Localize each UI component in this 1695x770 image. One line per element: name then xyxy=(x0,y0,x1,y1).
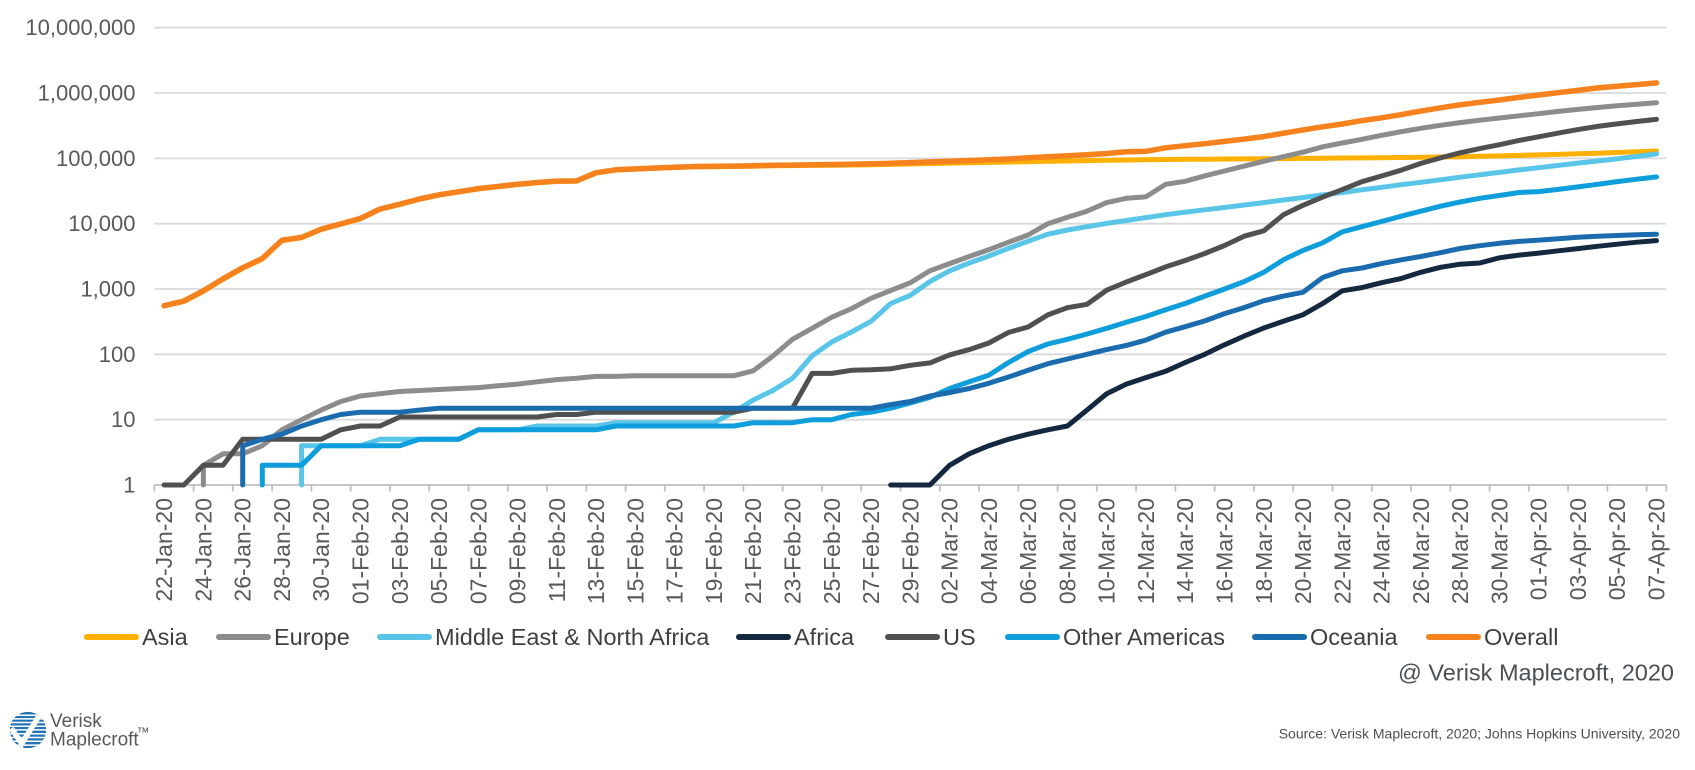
svg-text:18-Mar-20: 18-Mar-20 xyxy=(1251,498,1277,604)
svg-text:06-Mar-20: 06-Mar-20 xyxy=(1015,498,1041,604)
svg-text:05-Feb-20: 05-Feb-20 xyxy=(426,498,452,604)
svg-text:Oceania: Oceania xyxy=(1310,624,1398,650)
svg-text:™: ™ xyxy=(137,725,150,740)
svg-text:08-Mar-20: 08-Mar-20 xyxy=(1054,498,1080,604)
svg-text:Africa: Africa xyxy=(794,624,855,650)
svg-text:100: 100 xyxy=(99,342,136,367)
svg-text:10,000: 10,000 xyxy=(68,211,135,236)
svg-text:Verisk: Verisk xyxy=(50,711,102,732)
svg-text:17-Feb-20: 17-Feb-20 xyxy=(662,498,688,604)
svg-text:28-Jan-20: 28-Jan-20 xyxy=(269,498,295,602)
svg-text:29-Feb-20: 29-Feb-20 xyxy=(897,498,923,604)
svg-text:100,000: 100,000 xyxy=(56,146,136,171)
svg-text:04-Mar-20: 04-Mar-20 xyxy=(976,498,1002,604)
svg-text:Asia: Asia xyxy=(142,624,189,650)
svg-text:26-Mar-20: 26-Mar-20 xyxy=(1408,498,1434,604)
svg-text:10-Mar-20: 10-Mar-20 xyxy=(1094,498,1120,604)
svg-text:12-Mar-20: 12-Mar-20 xyxy=(1133,498,1159,604)
svg-text:09-Feb-20: 09-Feb-20 xyxy=(505,498,531,604)
svg-text:26-Jan-20: 26-Jan-20 xyxy=(230,498,256,602)
svg-text:Middle East & North Africa: Middle East & North Africa xyxy=(435,624,710,650)
svg-text:20-Mar-20: 20-Mar-20 xyxy=(1290,498,1316,604)
svg-text:07-Apr-20: 07-Apr-20 xyxy=(1644,498,1670,600)
svg-text:Source: Verisk Maplecroft, 202: Source: Verisk Maplecroft, 2020; Johns H… xyxy=(1279,726,1680,742)
svg-text:22-Mar-20: 22-Mar-20 xyxy=(1329,498,1355,604)
svg-text:11-Feb-20: 11-Feb-20 xyxy=(544,498,570,602)
svg-text:27-Feb-20: 27-Feb-20 xyxy=(858,498,884,604)
svg-text:1,000,000: 1,000,000 xyxy=(38,81,136,106)
svg-text:28-Mar-20: 28-Mar-20 xyxy=(1447,498,1473,604)
svg-text:10: 10 xyxy=(111,407,135,432)
svg-text:02-Mar-20: 02-Mar-20 xyxy=(937,498,963,604)
svg-text:Maplecroft: Maplecroft xyxy=(50,730,139,751)
svg-text:03-Feb-20: 03-Feb-20 xyxy=(387,498,413,604)
svg-text:25-Feb-20: 25-Feb-20 xyxy=(819,498,845,604)
svg-text:13-Feb-20: 13-Feb-20 xyxy=(583,498,609,604)
svg-text:10,000,000: 10,000,000 xyxy=(25,15,135,40)
svg-text:24-Jan-20: 24-Jan-20 xyxy=(190,498,216,602)
svg-text:30-Jan-20: 30-Jan-20 xyxy=(308,498,334,602)
svg-text:24-Mar-20: 24-Mar-20 xyxy=(1369,498,1395,604)
svg-text:07-Feb-20: 07-Feb-20 xyxy=(465,498,491,604)
svg-text:01-Feb-20: 01-Feb-20 xyxy=(348,498,374,604)
svg-text:05-Apr-20: 05-Apr-20 xyxy=(1604,498,1630,600)
svg-text:Overall: Overall xyxy=(1484,624,1558,650)
svg-text:@ Verisk Maplecroft, 2020: @ Verisk Maplecroft, 2020 xyxy=(1398,660,1674,686)
svg-text:1: 1 xyxy=(123,473,135,498)
svg-text:22-Jan-20: 22-Jan-20 xyxy=(151,498,177,602)
svg-text:23-Feb-20: 23-Feb-20 xyxy=(780,498,806,604)
svg-text:1,000: 1,000 xyxy=(80,277,135,302)
svg-text:US: US xyxy=(943,624,976,650)
svg-text:14-Mar-20: 14-Mar-20 xyxy=(1172,498,1198,604)
svg-text:01-Apr-20: 01-Apr-20 xyxy=(1526,498,1552,600)
svg-text:21-Feb-20: 21-Feb-20 xyxy=(740,498,766,604)
svg-text:Other Americas: Other Americas xyxy=(1063,624,1225,650)
svg-text:Europe: Europe xyxy=(274,624,350,650)
svg-text:30-Mar-20: 30-Mar-20 xyxy=(1486,498,1512,604)
svg-text:15-Feb-20: 15-Feb-20 xyxy=(622,498,648,604)
svg-text:03-Apr-20: 03-Apr-20 xyxy=(1565,498,1591,600)
svg-text:16-Mar-20: 16-Mar-20 xyxy=(1212,498,1238,604)
svg-text:19-Feb-20: 19-Feb-20 xyxy=(701,498,727,604)
